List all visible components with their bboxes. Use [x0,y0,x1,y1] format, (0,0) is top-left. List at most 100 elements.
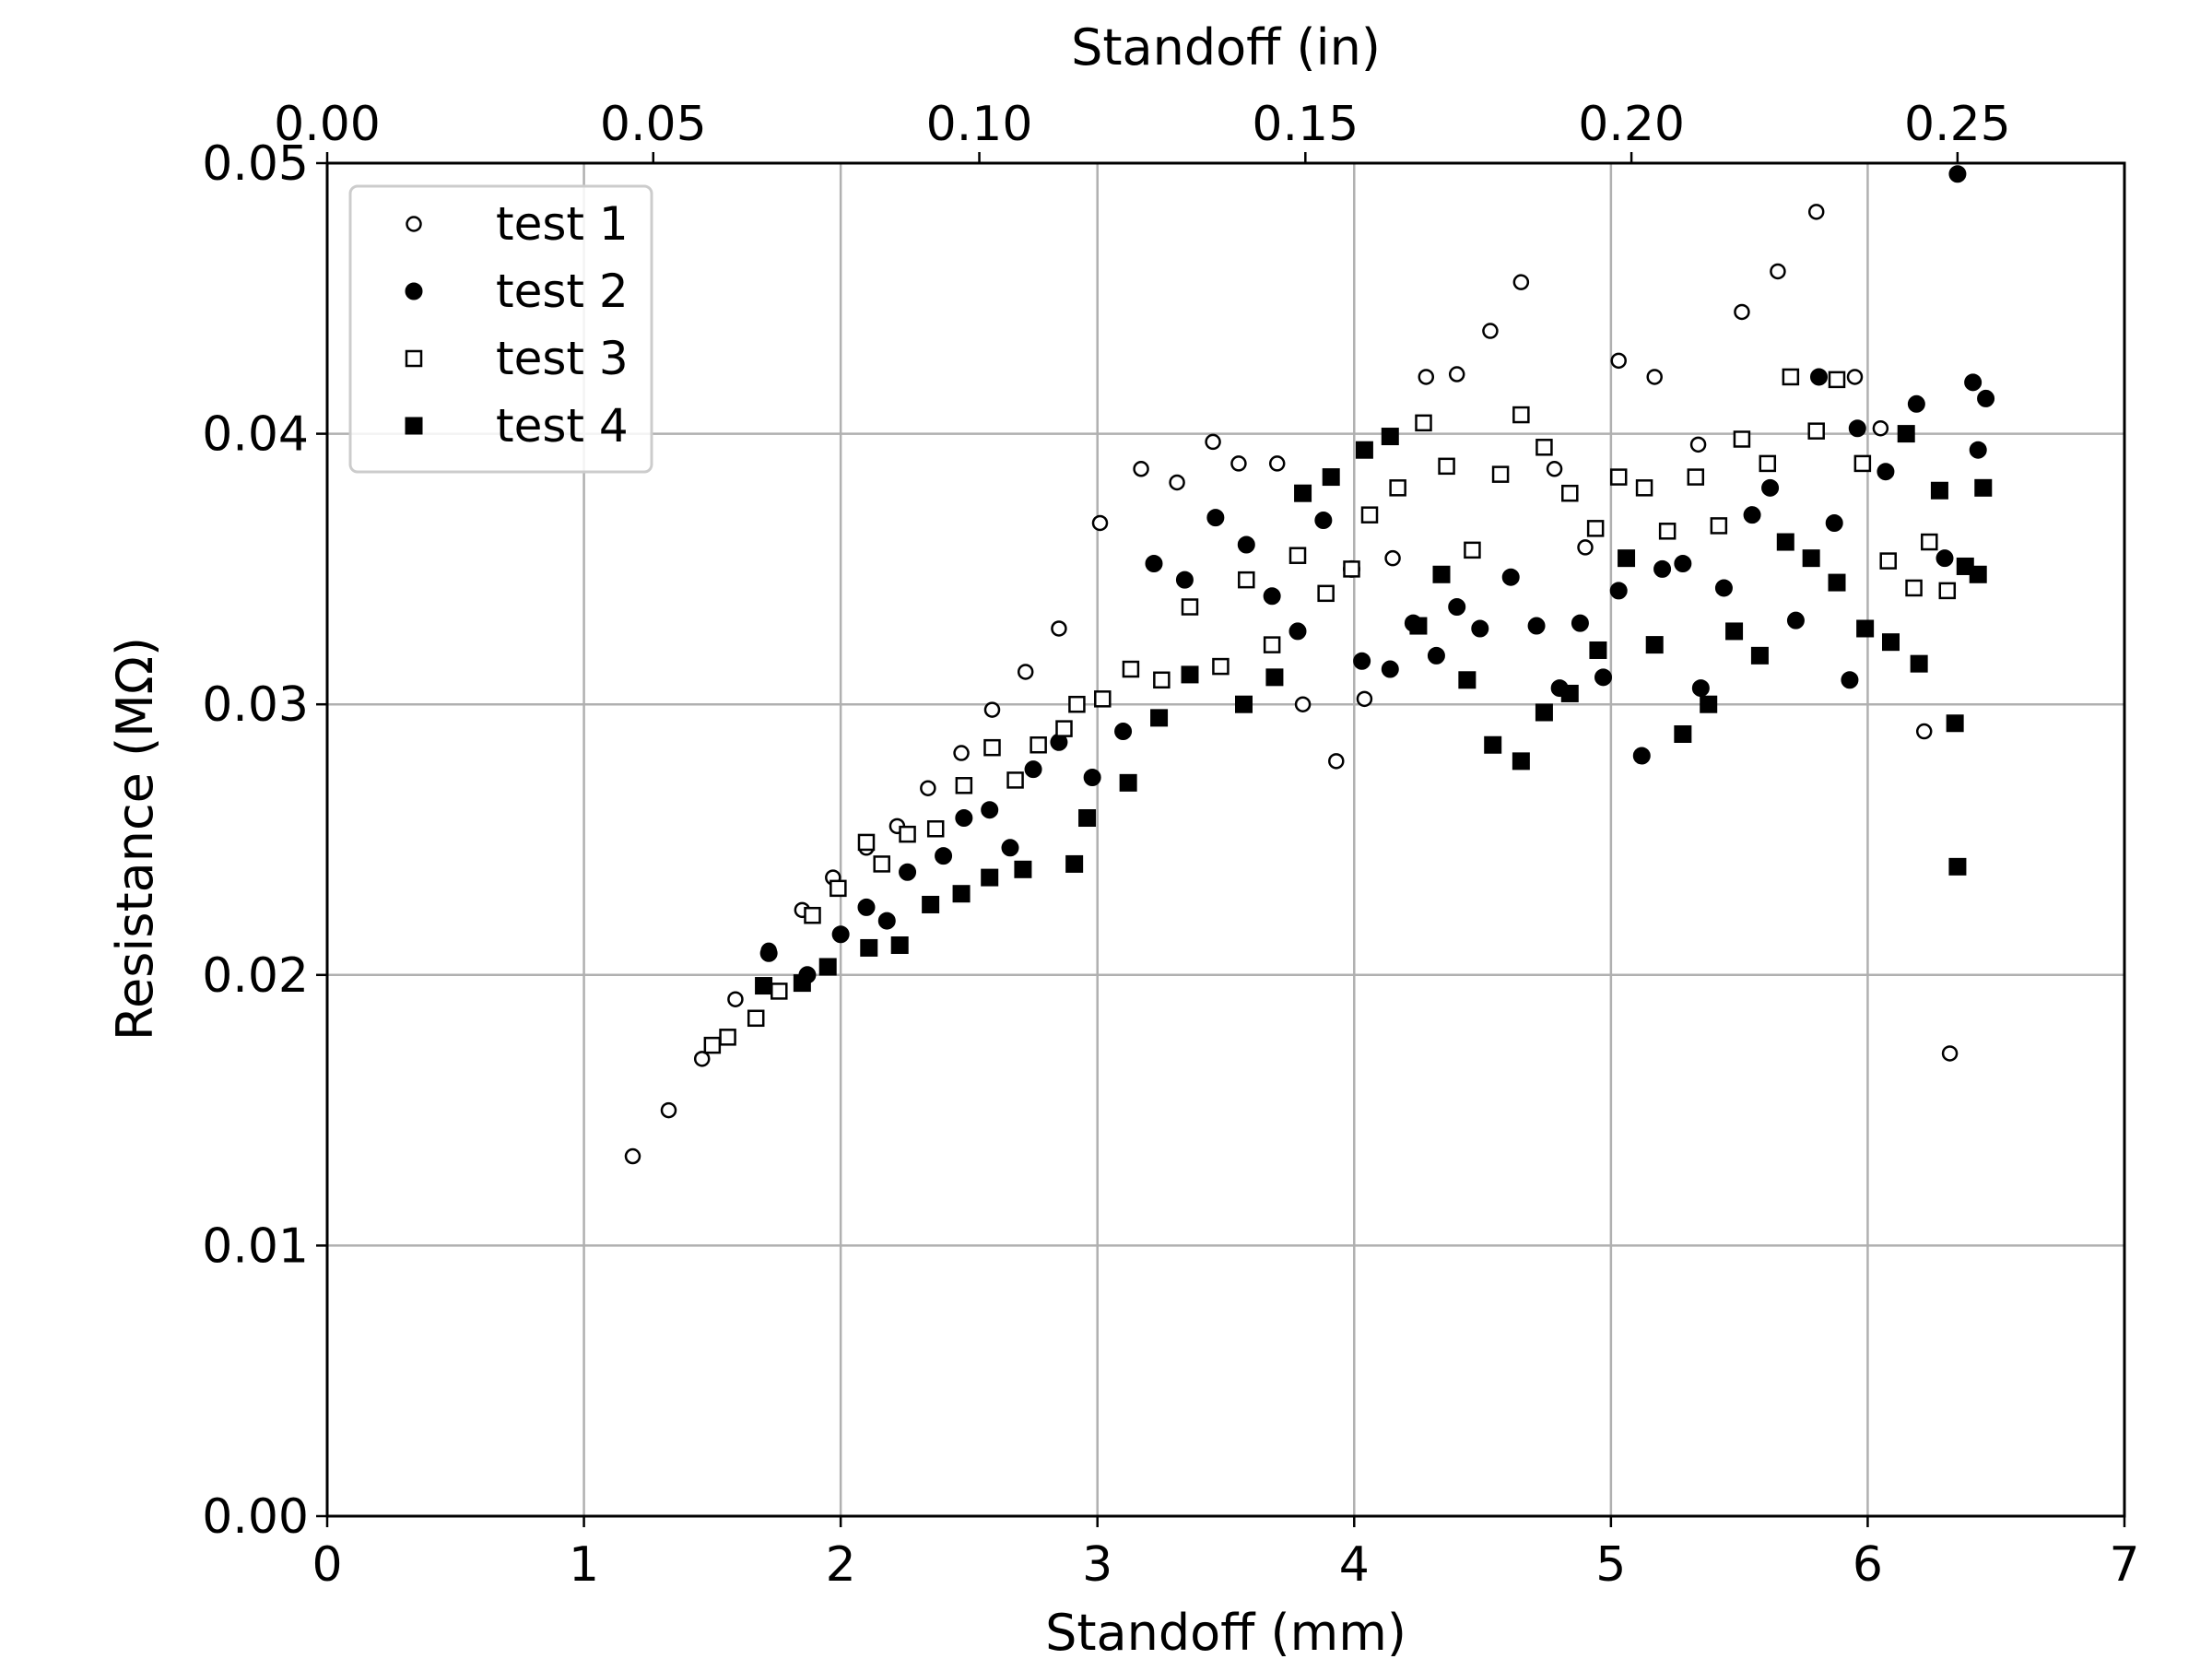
data-point [899,863,917,881]
y-axis-title: Resistance (MΩ) [106,637,164,1041]
data-point [1501,568,1520,586]
data-point [1175,571,1194,589]
data-point [857,833,876,852]
data-point [926,820,945,838]
data-point [1065,854,1084,873]
data-point [1381,428,1399,446]
data-point [1384,549,1401,567]
series-3 [703,368,1957,1054]
data-point [1936,549,1954,568]
data-point [1083,768,1101,786]
data-point [1181,598,1199,616]
data-point [1438,457,1455,476]
data-point [1646,369,1663,385]
data-point [1078,809,1097,828]
x-axis-title: Standoff (mm) [1045,1604,1406,1659]
data-point [953,745,970,761]
data-point [1586,520,1605,537]
x2-tick-label: 0.15 [1252,97,1359,152]
data-point [1068,695,1086,713]
data-point [1268,455,1286,472]
data-point [1714,579,1733,597]
data-point [727,991,744,1007]
data-point [857,898,876,916]
data-point [747,1009,765,1028]
data-point [1360,506,1379,524]
x2-tick-label: 0.00 [274,97,381,152]
data-point [1464,541,1481,559]
data-point [1733,430,1751,448]
data-point [1846,369,1864,385]
data-point [1317,584,1335,603]
data-point [1356,690,1373,708]
data-point [1288,622,1307,641]
data-point [1594,668,1612,687]
x-tick-label: 4 [1339,1537,1370,1593]
data-point [1322,468,1340,487]
data-point [804,906,821,924]
data-point [703,1036,722,1054]
y-tick-label: 0.00 [202,1489,309,1545]
axis-ticks: 0 1 2 3 4 5 6 70.000.010.020.030.040.050.00 0.05… [202,97,2139,1593]
x-tick-label: 3 [1082,1537,1112,1593]
data-point [1828,371,1846,389]
data-point [1024,760,1042,779]
data-point [1635,479,1653,497]
data-point [1546,461,1563,477]
data-point [1948,165,1967,183]
data-point [1328,753,1345,770]
data-point [1691,679,1710,698]
data-point [1418,369,1435,385]
data-point [1750,646,1769,665]
data-point [1689,436,1707,453]
data-point [1810,368,1828,386]
x2-tick-label: 0.05 [600,97,707,152]
data-point [952,885,971,903]
data-point [1150,709,1169,727]
data-point [1710,517,1728,535]
x-tick-label: 6 [1853,1537,1883,1593]
data-point [831,925,850,944]
data-point [759,944,778,962]
data-point [1770,263,1786,280]
data-point [1263,587,1281,606]
data-point [1294,696,1312,712]
data-point [1512,274,1530,290]
data-point [1432,565,1451,583]
data-point [1122,660,1140,678]
data-point [981,801,999,819]
legend-marker [405,417,423,435]
data-point [1381,660,1399,678]
data-point [1658,523,1677,540]
data-point [981,868,999,887]
data-point [1205,433,1221,451]
data-point [1807,422,1825,440]
data-point [1877,463,1895,481]
data-point [922,895,940,913]
data-point [1828,573,1846,592]
data-point [1700,695,1718,713]
data-point [1094,690,1112,708]
data-point [1653,559,1672,578]
x-tick-label: 5 [1595,1537,1626,1593]
data-point [1897,425,1915,443]
x2-tick-label: 0.20 [1578,97,1685,152]
data-point [1734,303,1750,321]
y-tick-label: 0.05 [202,136,309,192]
data-point [1535,703,1553,722]
data-point [1482,323,1499,339]
data-point [1263,636,1281,653]
plot-frame [325,161,2126,1518]
series-4 [755,425,1993,995]
data-point [693,1051,711,1067]
data-point [1527,617,1546,635]
data-point [1674,555,1692,573]
x2-tick-label: 0.25 [1904,97,2011,152]
data-point [771,982,788,1000]
data-point [1946,714,1964,733]
data-point [1853,454,1872,473]
data-point [1589,641,1607,659]
data-point [1212,657,1230,676]
data-point [1119,773,1137,792]
legend-marker [406,216,422,232]
